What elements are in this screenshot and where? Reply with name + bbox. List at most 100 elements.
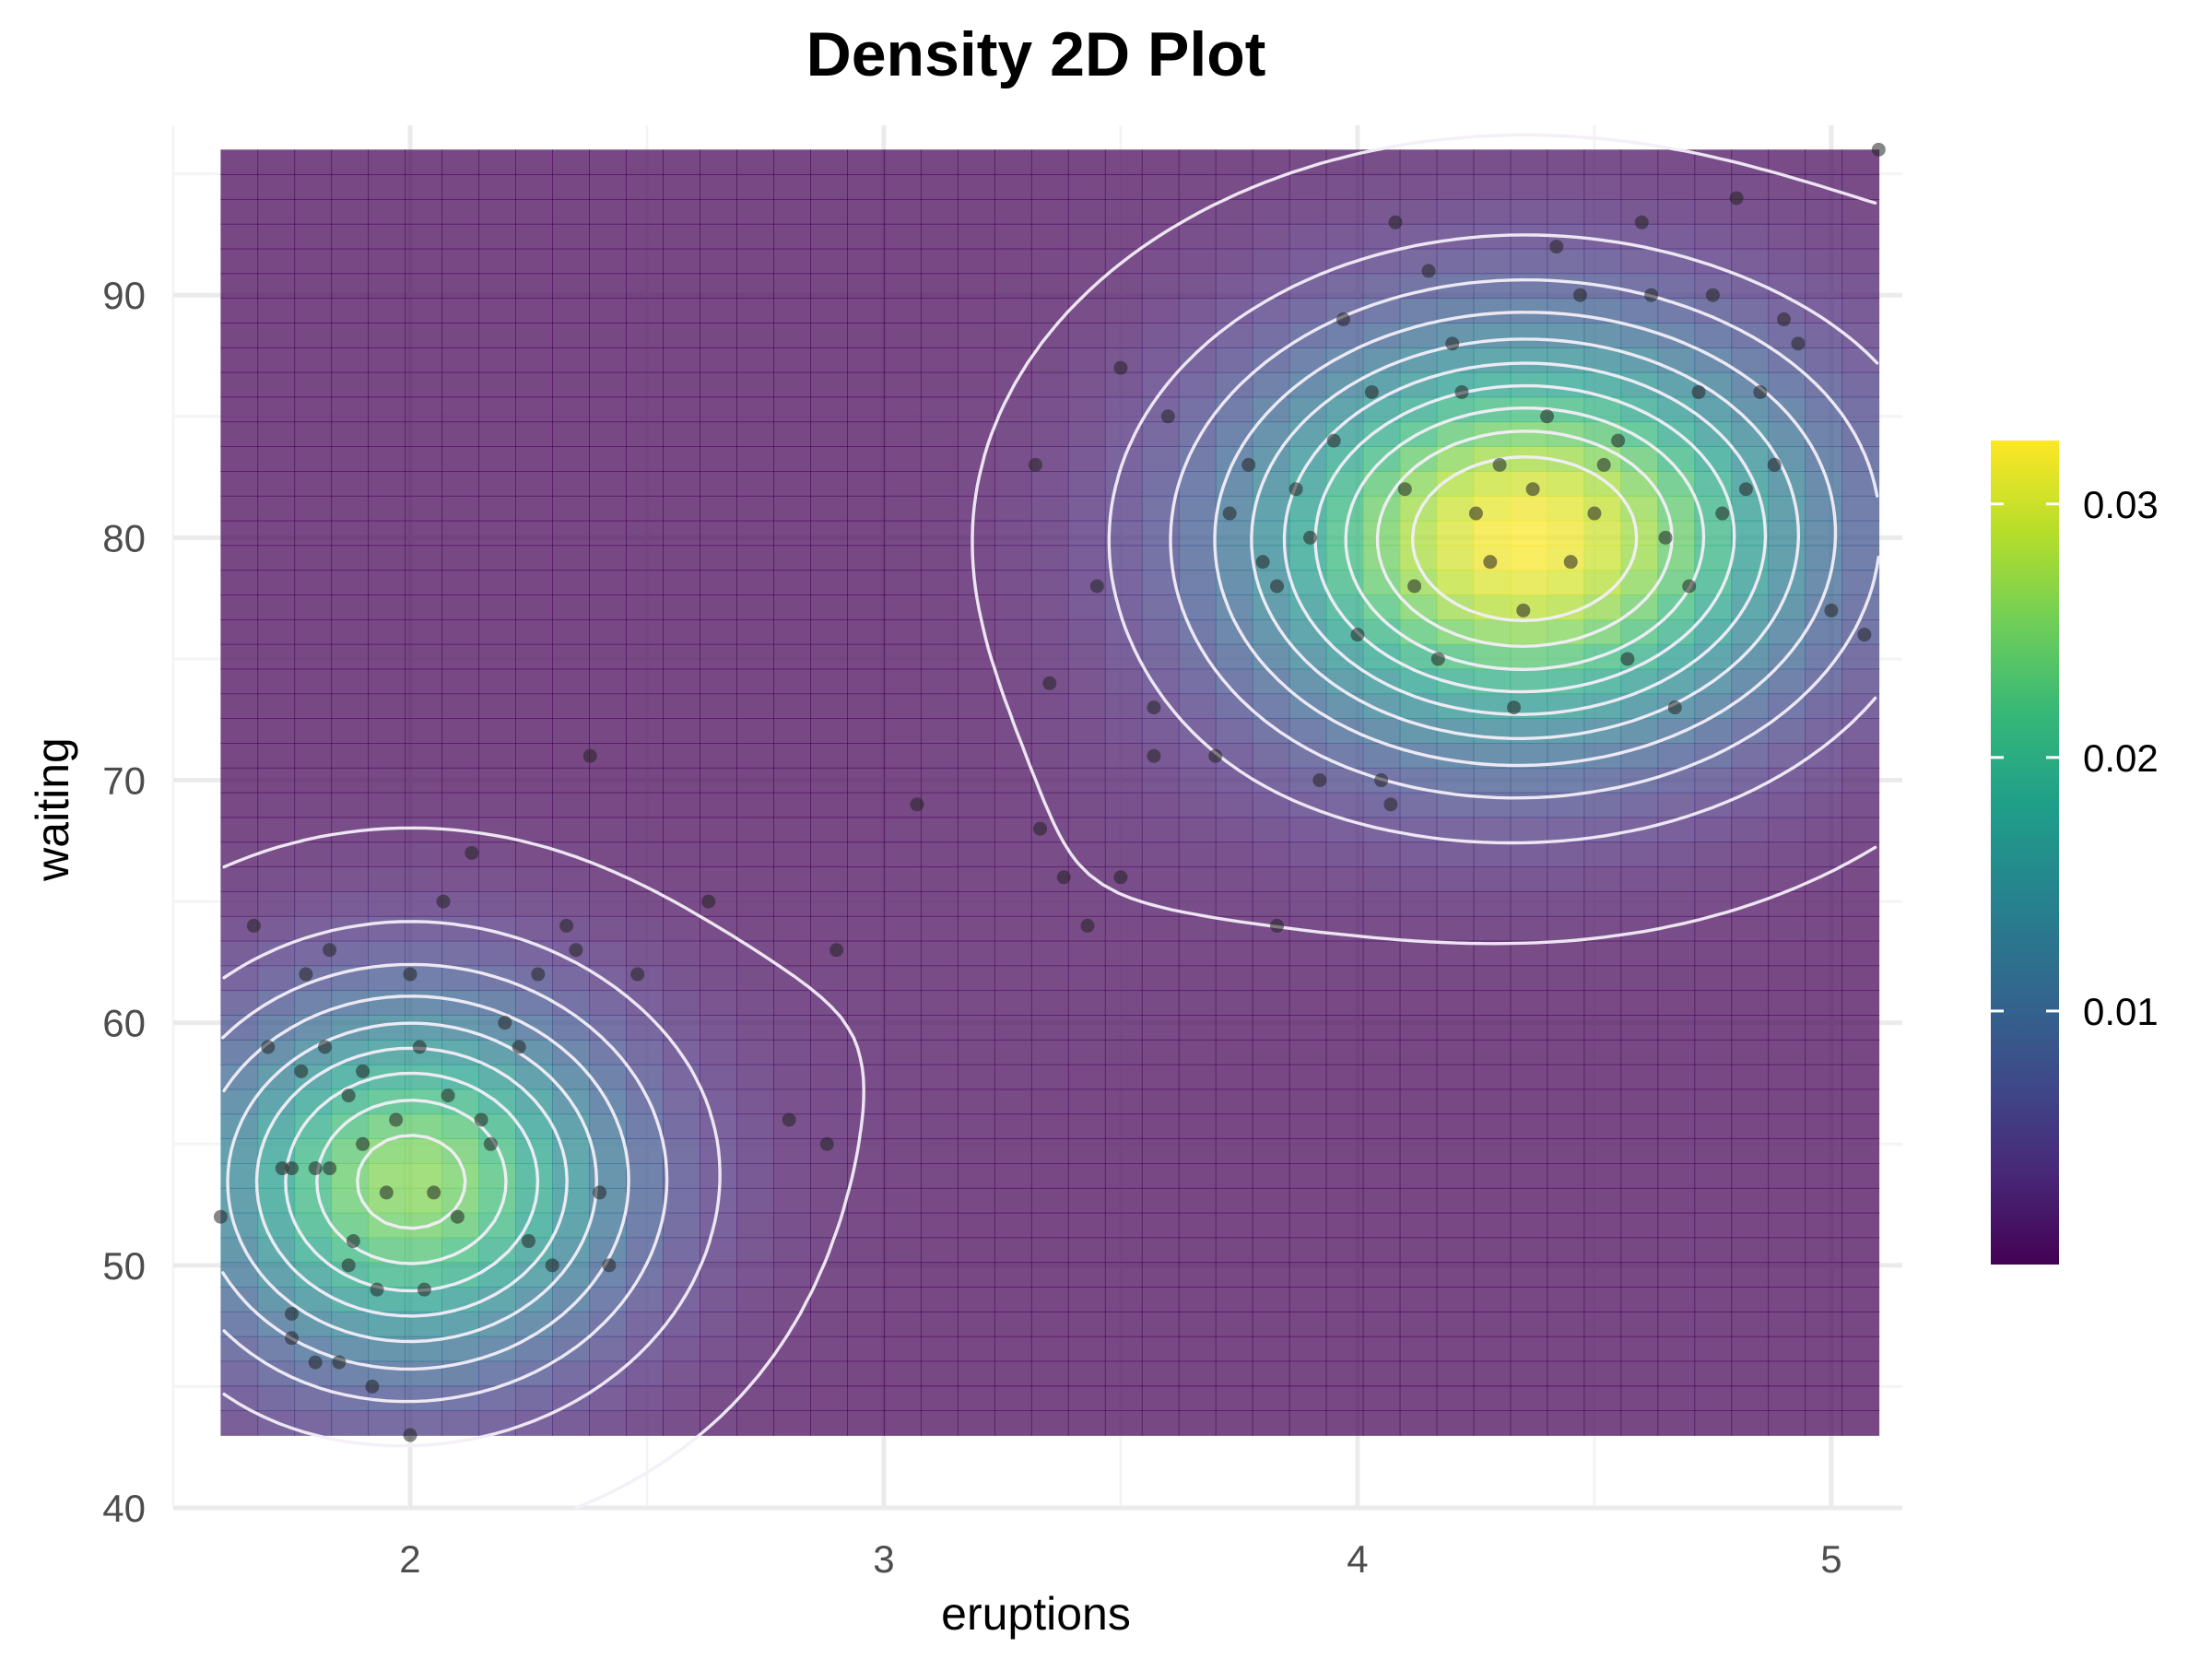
density-tile <box>1362 273 1401 300</box>
density-tile <box>1583 841 1622 867</box>
density-tile <box>1547 570 1585 595</box>
density-tile <box>846 643 885 670</box>
data-point <box>441 1088 455 1103</box>
density-tile <box>883 1360 922 1387</box>
data-point <box>1563 555 1578 570</box>
density-tile <box>1436 1113 1475 1139</box>
density-tile <box>552 767 590 794</box>
density-tile <box>294 471 333 497</box>
data-points <box>213 142 1886 1442</box>
density-tile <box>700 594 737 620</box>
density-tile <box>1547 371 1585 398</box>
density-tile <box>1178 1360 1217 1387</box>
density-tile <box>1731 1113 1770 1139</box>
density-tile <box>441 545 480 571</box>
density-tile <box>1141 446 1180 472</box>
density-tile <box>405 1237 443 1264</box>
density-tile <box>1141 990 1180 1016</box>
density-tile <box>1252 1015 1290 1041</box>
density-tile <box>957 990 995 1016</box>
density-tile <box>1178 273 1217 300</box>
density-tile <box>515 1385 553 1412</box>
data-point <box>474 1112 488 1127</box>
density-tile <box>1030 1064 1069 1090</box>
density-tile <box>883 841 922 867</box>
density-tile <box>736 1410 774 1436</box>
density-tile <box>515 1335 553 1362</box>
density-tile <box>1252 1385 1290 1412</box>
density-tile <box>1141 1335 1180 1362</box>
density-tile <box>1215 371 1253 398</box>
data-point <box>1288 482 1303 497</box>
density-tile <box>1473 1262 1512 1288</box>
density-tile <box>846 1113 885 1139</box>
density-tile <box>1768 1163 1806 1189</box>
density-tile <box>1325 1039 1364 1065</box>
density-tile <box>1583 1311 1622 1337</box>
density-tile <box>1104 1287 1143 1312</box>
density-tile <box>1694 1360 1733 1387</box>
density-tile <box>1104 223 1143 250</box>
density-tile <box>405 371 443 398</box>
density-tile <box>1694 1113 1733 1139</box>
density-tile <box>1215 198 1253 225</box>
density-tile <box>478 1064 517 1090</box>
density-tile <box>1399 174 1438 200</box>
density-tile <box>1141 1287 1180 1312</box>
density-tile <box>368 1237 406 1264</box>
legend-tick-label: 0.02 <box>2083 736 2159 780</box>
density-tile <box>1141 248 1180 275</box>
density-tile <box>1510 1311 1548 1337</box>
density-tile <box>589 520 627 547</box>
density-tile <box>1436 1212 1475 1239</box>
density-tile <box>663 792 700 818</box>
density-tile <box>626 1237 664 1264</box>
data-point <box>323 943 337 958</box>
density-tile <box>957 866 995 892</box>
density-tile <box>994 495 1032 522</box>
density-tile <box>700 545 737 571</box>
data-point <box>403 967 418 982</box>
density-tile <box>1215 940 1253 967</box>
density-tile <box>1215 1237 1253 1264</box>
density-tile <box>1436 1064 1475 1090</box>
density-tile <box>1547 1410 1585 1436</box>
density-tile <box>1510 1187 1548 1214</box>
density-tile <box>700 1335 737 1362</box>
data-point <box>246 918 261 933</box>
density-tile <box>1620 1187 1659 1214</box>
density-tile <box>1583 1212 1622 1239</box>
data-point <box>356 1064 371 1078</box>
density-tile <box>441 347 480 373</box>
density-tile <box>1067 495 1106 522</box>
density-tile <box>957 520 995 547</box>
density-tile <box>1805 718 1843 744</box>
density-tile <box>1030 1360 1069 1387</box>
density-tile <box>1288 446 1327 472</box>
density-tile <box>1436 743 1475 769</box>
density-tile <box>1030 965 1069 992</box>
density-tile <box>368 915 406 942</box>
density-tile <box>810 915 848 942</box>
density-tile <box>626 198 664 225</box>
color-legend: 0.010.020.03 <box>1991 441 2159 1265</box>
density-tile <box>1030 298 1069 324</box>
density-tile <box>920 347 959 373</box>
density-tile <box>810 495 848 522</box>
density-tile <box>773 915 811 942</box>
density-tile <box>1325 1015 1364 1041</box>
density-tile <box>1731 347 1770 373</box>
density-tile <box>1768 668 1806 695</box>
density-tile <box>773 298 811 324</box>
density-tile <box>1325 323 1364 348</box>
density-tile <box>294 767 333 794</box>
density-tile <box>1141 323 1180 348</box>
density-tile <box>1583 990 1622 1016</box>
density-tile <box>1325 1262 1364 1288</box>
density-tile <box>1436 198 1475 225</box>
density-tile <box>1620 1163 1659 1189</box>
density-tile <box>1252 1212 1290 1239</box>
data-point <box>284 1331 299 1346</box>
density-tile <box>220 890 259 917</box>
density-tile <box>478 618 517 645</box>
